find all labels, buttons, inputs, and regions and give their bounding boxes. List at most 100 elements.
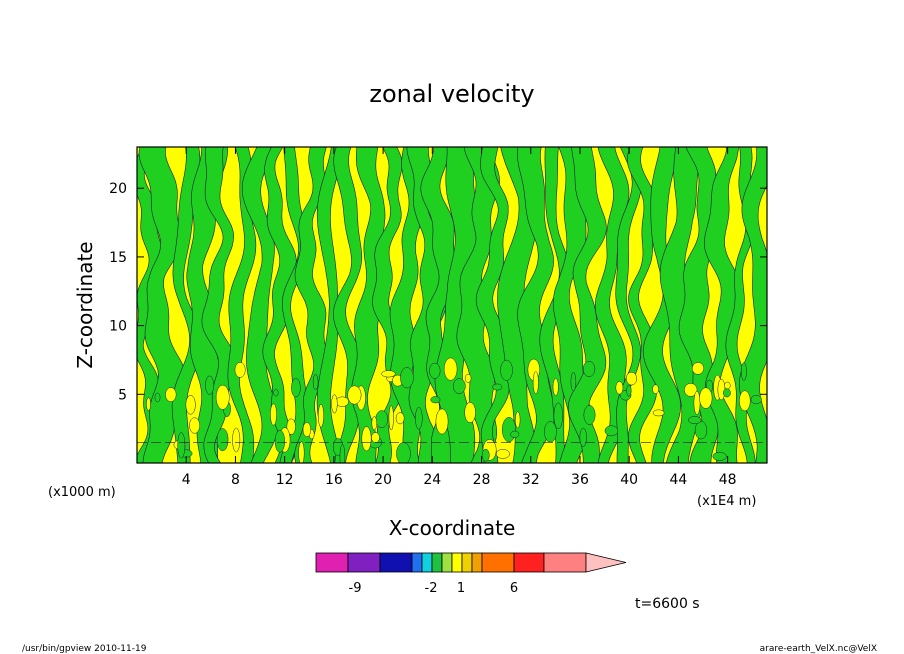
contour-blob xyxy=(615,381,624,395)
y-axis-label: Z-coordinate xyxy=(73,241,97,368)
contour-blob xyxy=(582,361,596,377)
contour-blob xyxy=(146,397,151,411)
contour-region xyxy=(201,147,237,463)
x-tick-label: 40 xyxy=(620,472,638,488)
contour-blob xyxy=(492,383,503,391)
contour-blob xyxy=(717,378,726,401)
x-tick-label: 36 xyxy=(571,472,589,488)
colorbar-tick-label: 1 xyxy=(457,581,465,596)
contour-field xyxy=(137,147,767,463)
contour-blob xyxy=(652,409,665,417)
contour-blob xyxy=(435,408,449,435)
contour-blob xyxy=(688,416,702,425)
colorbar-bin xyxy=(481,552,515,573)
colorbar-bin xyxy=(411,552,423,573)
contour-blob xyxy=(395,412,405,425)
colorbar-arrow xyxy=(585,552,627,573)
contour-region xyxy=(475,147,510,463)
contour-blob xyxy=(553,402,563,429)
contour-blob xyxy=(232,427,241,453)
contour-blob xyxy=(375,410,389,428)
x-tick-label: 16 xyxy=(325,472,343,488)
y-tick-label: 10 xyxy=(109,319,127,335)
contour-blob xyxy=(699,387,713,409)
contour-region xyxy=(262,147,297,463)
contour-blob xyxy=(429,362,441,379)
contour-blob xyxy=(570,372,577,392)
contour-blob xyxy=(270,403,277,426)
contour-blob xyxy=(481,448,490,462)
contour-blob xyxy=(464,402,476,423)
contour-blob xyxy=(604,425,619,437)
x-tick-label: 24 xyxy=(423,472,441,488)
y-axis-ticks: 5 10 15 20 xyxy=(109,181,767,403)
contour-blob xyxy=(177,432,186,459)
contour-blob xyxy=(302,422,312,438)
x-tick-label: 28 xyxy=(473,472,491,488)
contour-blob xyxy=(371,432,380,443)
colorbar-bin xyxy=(471,552,483,573)
contour-blob xyxy=(347,385,362,405)
x-tick-label: 12 xyxy=(276,472,294,488)
colorbar-bin xyxy=(431,552,443,573)
colorbar-bin xyxy=(461,552,473,573)
contour-blob xyxy=(430,396,441,404)
contour-blob xyxy=(298,441,305,463)
contour-blob xyxy=(691,362,705,375)
contour-region xyxy=(516,147,556,463)
contour-region xyxy=(703,147,741,463)
contour-blob xyxy=(371,416,378,431)
contour-blob xyxy=(400,367,414,389)
contour-blob xyxy=(500,359,513,381)
contour-blob xyxy=(626,384,632,397)
contour-blob xyxy=(712,451,727,461)
colorbar-tick-label: -2 xyxy=(425,581,438,596)
time-label: t=6600 s xyxy=(635,596,700,612)
x-axis-unit: (x1E4 m) xyxy=(697,494,756,509)
x-tick-label: 48 xyxy=(719,472,737,488)
contour-blob xyxy=(286,418,296,435)
colorbar-bin xyxy=(347,552,381,573)
contour-region xyxy=(171,147,203,463)
contour-blob xyxy=(335,396,349,407)
contour-blob xyxy=(741,362,747,381)
x-tick-label: 8 xyxy=(231,472,240,488)
contour-blob xyxy=(502,417,516,443)
contour-blob xyxy=(361,426,372,452)
colorbar-bin xyxy=(441,552,453,573)
contour-blob xyxy=(495,449,510,459)
x-tick-label: 32 xyxy=(522,472,540,488)
contour-blob xyxy=(552,378,559,396)
plot-frame xyxy=(136,146,768,464)
chart-title: zonal velocity xyxy=(369,80,534,108)
contour-region xyxy=(627,147,658,463)
contour-blob xyxy=(544,421,557,443)
contour-blob xyxy=(532,371,539,394)
contour-blob xyxy=(331,394,338,414)
colorbar-bin xyxy=(451,552,463,573)
contour-blob xyxy=(273,389,279,397)
contour-region xyxy=(227,147,257,463)
contour-blob xyxy=(739,390,751,412)
contour-blob xyxy=(515,411,521,429)
contour-blob xyxy=(274,430,285,453)
contour-blob xyxy=(234,362,246,378)
contour-blob xyxy=(452,378,466,394)
colorbar-bin xyxy=(421,552,433,573)
contour-region xyxy=(567,147,607,463)
contour-blob xyxy=(684,383,698,397)
contour-blob xyxy=(154,392,161,403)
contour-region xyxy=(316,147,344,463)
contour-blob xyxy=(723,388,731,398)
x-tick-label: 20 xyxy=(374,472,392,488)
contour-blob xyxy=(583,405,596,425)
y-tick-label: 5 xyxy=(118,387,127,403)
footer-left: /usr/bin/gpview 2010-11-19 xyxy=(22,644,147,654)
colorbar-bin xyxy=(379,552,413,573)
contour-blob xyxy=(381,370,396,378)
contour-blob xyxy=(396,442,411,463)
contour-blob xyxy=(205,375,215,395)
contour-region xyxy=(738,147,767,463)
contour-blob xyxy=(579,427,587,447)
